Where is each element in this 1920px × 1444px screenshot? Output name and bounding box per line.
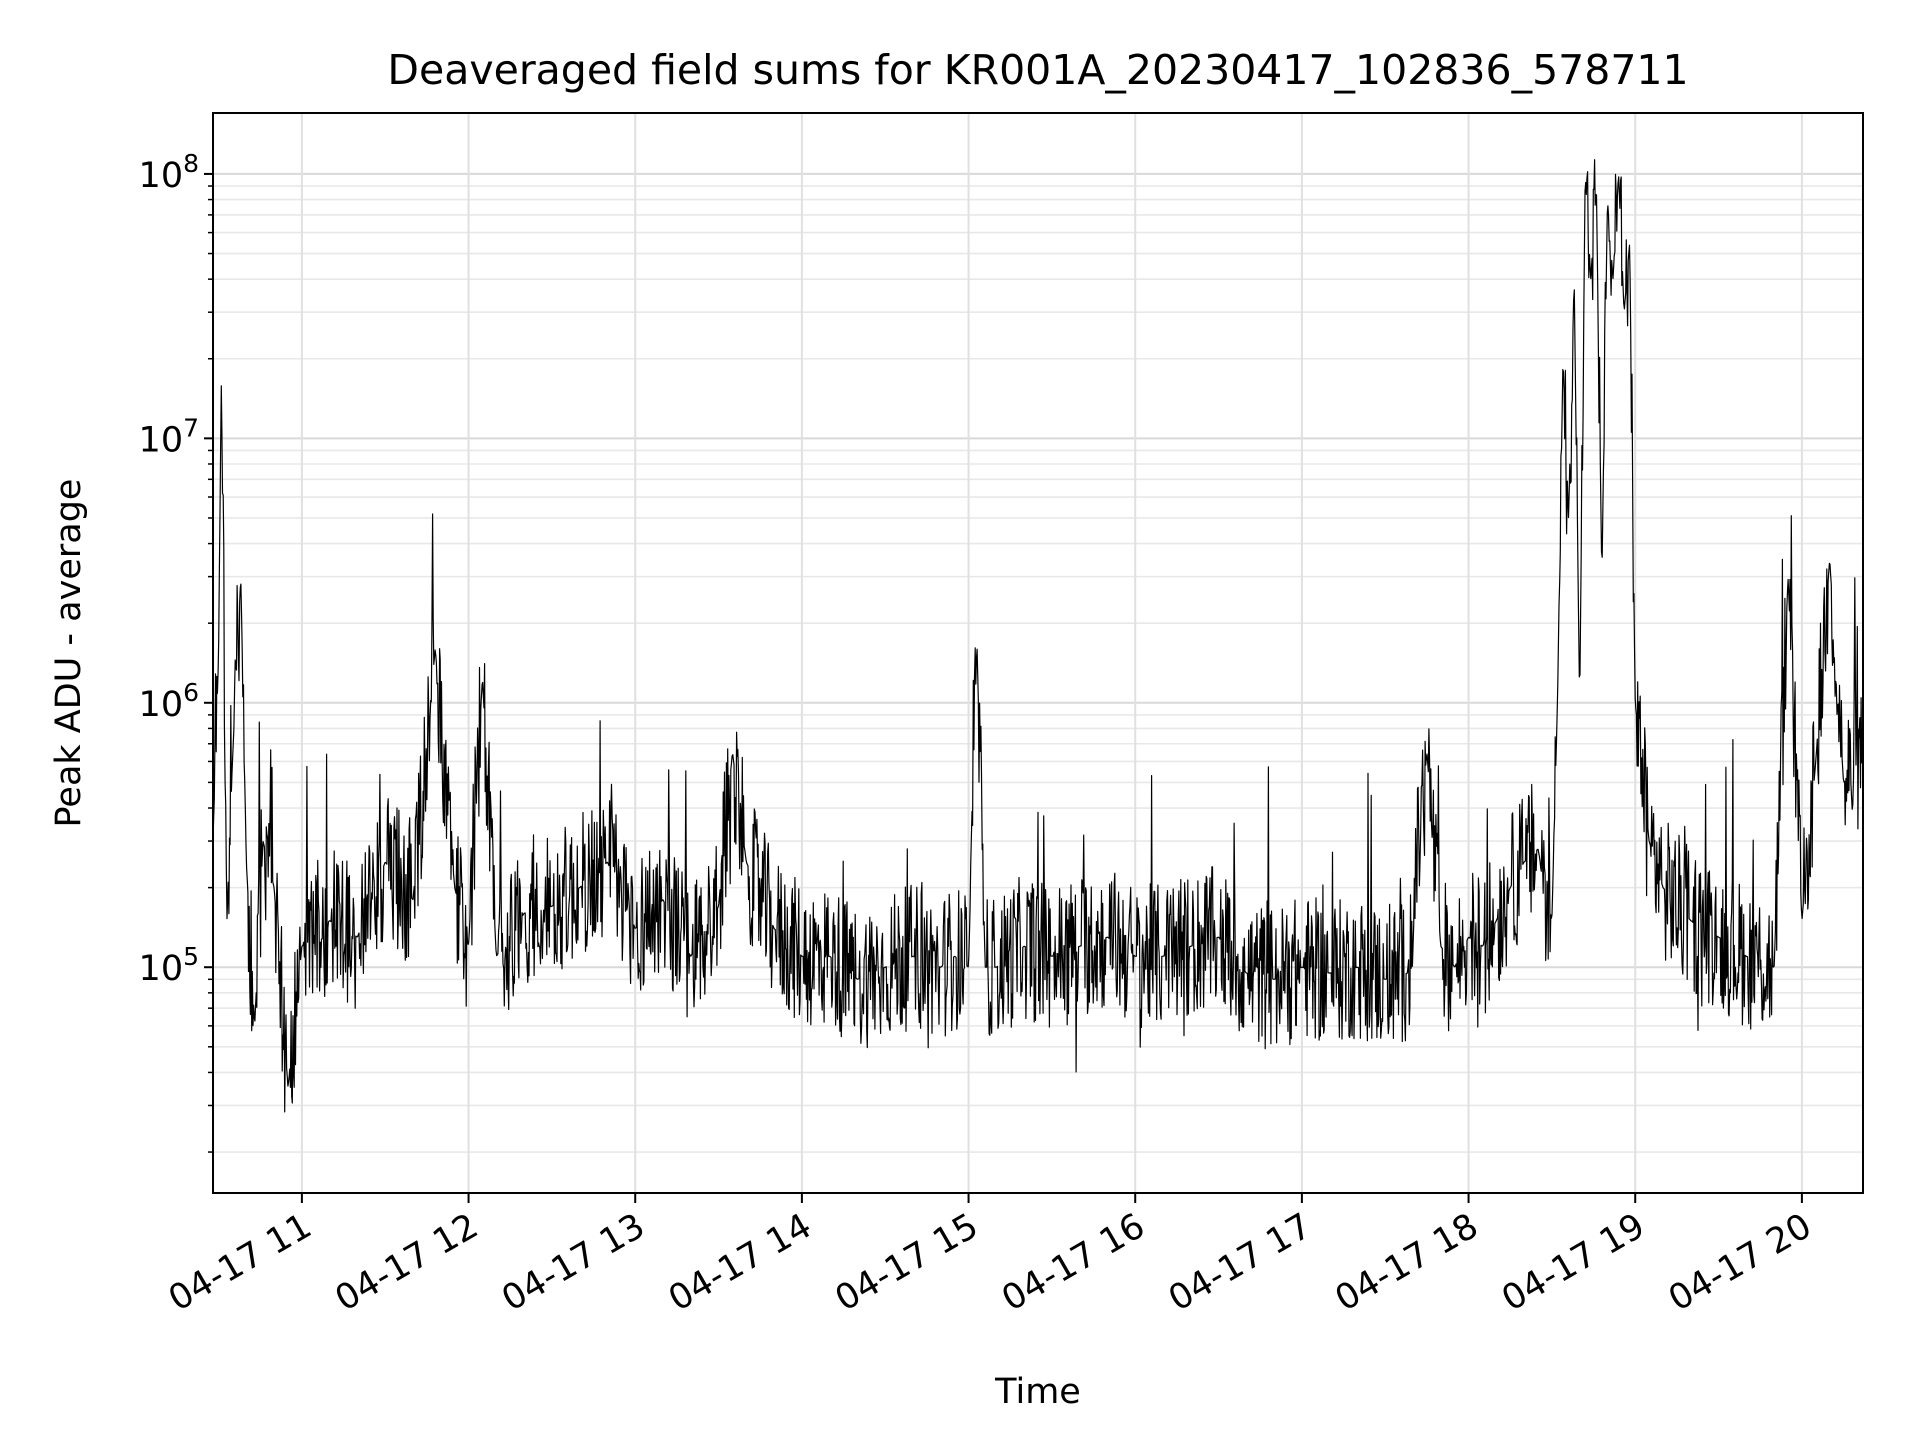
y-tick-label-base: 10 [139, 685, 184, 725]
y-tick-label: 105 [139, 942, 199, 989]
y-tick-label-exponent: 8 [183, 149, 199, 178]
y-tick-label-exponent: 6 [183, 678, 199, 707]
y-tick-label-base: 10 [139, 420, 184, 460]
chart-title: Deaveraged field sums for KR001A_2023041… [387, 46, 1688, 94]
y-tick-label: 106 [139, 678, 199, 725]
x-axis-label: Time [994, 1372, 1081, 1412]
series-layer [212, 159, 1864, 1113]
y-tick-label-exponent: 7 [183, 413, 199, 442]
plot-frame [212, 112, 1864, 1194]
series-line [212, 159, 1864, 1113]
y-tick-label-exponent: 5 [183, 942, 199, 971]
y-tick-label: 108 [139, 149, 199, 196]
y-axis-label: Peak ADU - average [49, 479, 89, 828]
y-tick-label-base: 10 [139, 949, 184, 989]
y-tick-label: 107 [139, 413, 199, 460]
y-tick-label-base: 10 [139, 156, 184, 196]
